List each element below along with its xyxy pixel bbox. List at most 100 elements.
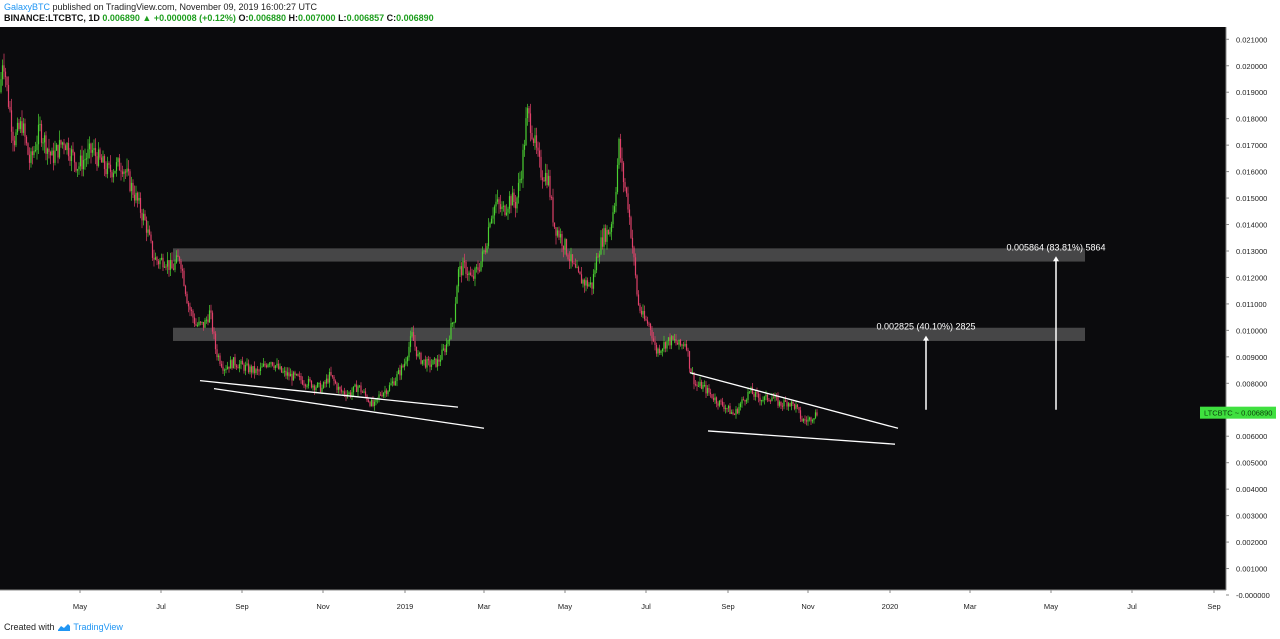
candle-body [478, 270, 481, 272]
candle-body [814, 412, 817, 419]
candle-body [660, 350, 662, 354]
price-tick-label: 0.003000 [1236, 512, 1267, 521]
candle-body [624, 182, 626, 188]
candle-body [426, 359, 428, 368]
candle-body [610, 224, 613, 232]
candle-body [126, 168, 128, 173]
price-tick-label: 0.015000 [1236, 194, 1267, 203]
candle-body [475, 267, 478, 269]
candle-body [471, 274, 473, 277]
candle-body [328, 371, 331, 383]
candle-body [175, 255, 178, 263]
measure-label: 0.002825 (40.10%) 2825 [876, 322, 975, 332]
candle-body [724, 408, 727, 410]
candle-body [181, 268, 184, 271]
candle-body [609, 231, 611, 235]
candle-body [427, 359, 430, 361]
candle-body [442, 348, 445, 350]
price-tick-label: 0.010000 [1236, 326, 1267, 335]
candle-body [252, 366, 254, 373]
candle-body [763, 396, 766, 401]
candle-body [730, 412, 733, 414]
time-axis[interactable] [0, 590, 1226, 617]
candle-body [679, 339, 682, 346]
candle-body [465, 262, 467, 274]
price-axis[interactable] [1226, 27, 1280, 617]
candle-body [255, 369, 257, 374]
candle-body [61, 142, 64, 145]
candle-body [123, 171, 125, 175]
candle-body [36, 144, 38, 151]
candle-body [798, 407, 800, 411]
candle-body [684, 344, 686, 346]
candle-body [459, 266, 461, 270]
candle-body [280, 366, 283, 373]
candle-body [30, 151, 32, 163]
candle-body [40, 124, 43, 143]
candle-body [235, 365, 238, 368]
candle-body [37, 124, 40, 145]
time-tick-label: 2020 [882, 602, 899, 611]
candle-body [420, 353, 422, 364]
candle-body [436, 359, 439, 367]
candle-body [108, 163, 110, 165]
candle-body [172, 268, 175, 270]
candle-body [55, 144, 58, 151]
candle-body [409, 336, 412, 347]
candle-body [742, 399, 745, 401]
candle-body [616, 164, 619, 192]
candle-body [408, 346, 410, 358]
candle-body [387, 390, 389, 395]
candle-body [388, 385, 391, 391]
candle-body [25, 136, 28, 144]
candle-body [777, 396, 779, 406]
candle-body [276, 363, 278, 366]
candle-body [642, 310, 644, 315]
price-tick-label: 0.004000 [1236, 485, 1267, 494]
time-tick-label: Mar [964, 602, 977, 611]
candle-body [211, 312, 214, 332]
candle-body [270, 362, 272, 364]
candle-body [628, 209, 631, 218]
candle-body [315, 387, 317, 390]
candle-body [769, 400, 772, 402]
candle-body [90, 143, 92, 153]
candle-body [576, 267, 578, 269]
candle-body [54, 150, 56, 163]
candle-body [438, 359, 440, 362]
candle-body [165, 266, 167, 268]
candle-body [66, 143, 68, 151]
candle-body [804, 419, 806, 421]
candle-body [421, 360, 424, 364]
candle-body [481, 251, 484, 262]
candle-body [148, 229, 151, 235]
candle-body [82, 160, 85, 170]
candle-body [670, 336, 673, 346]
candle-body [231, 360, 233, 369]
price-chart[interactable]: 0.002825 (40.10%) 2825 0.005864 (83.81%) … [0, 27, 1280, 617]
candle-body [49, 151, 52, 156]
candle-body [517, 182, 520, 198]
candle-body [133, 194, 136, 201]
author-link[interactable]: GalaxyBTC [4, 2, 51, 12]
candle-body [649, 323, 652, 330]
candle-body [744, 399, 746, 402]
low-label: L: [338, 13, 347, 23]
chart-area[interactable]: 0.002825 (40.10%) 2825 0.005864 (83.81%) … [0, 27, 1280, 617]
tradingview-brand[interactable]: TradingView [73, 622, 123, 632]
candle-body [747, 391, 749, 401]
price-tick-label: 0.018000 [1236, 115, 1267, 124]
candle-body [811, 420, 814, 422]
candle-body [97, 149, 100, 166]
candle-body [189, 306, 191, 310]
candle-body [51, 150, 53, 156]
candle-body [495, 201, 497, 207]
candle-body [493, 206, 496, 216]
candle-body [474, 268, 476, 279]
candle-body [213, 331, 215, 334]
candle-body [145, 220, 148, 233]
candle-body [463, 261, 466, 263]
candle-body [375, 399, 377, 402]
candle-body [373, 401, 376, 407]
candle-body [718, 400, 721, 406]
